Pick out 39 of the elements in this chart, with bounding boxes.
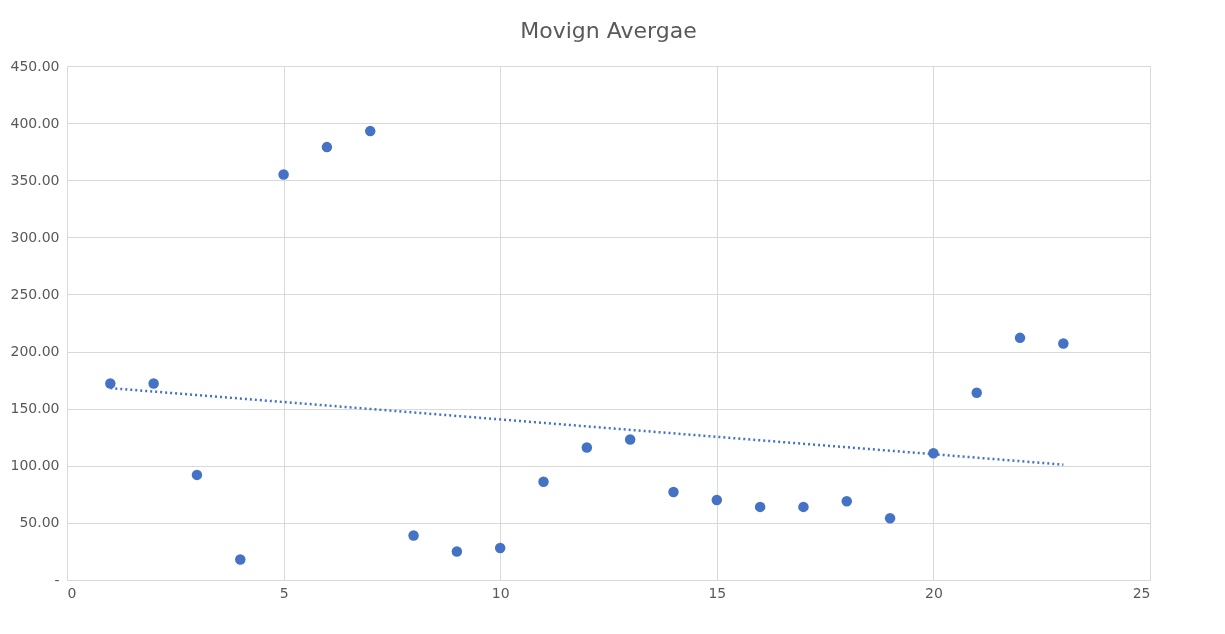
point bbox=[711, 494, 723, 506]
y-tick-label: 150.00 bbox=[10, 400, 60, 417]
point bbox=[841, 495, 852, 507]
y-tick-label: 50.00 bbox=[19, 514, 60, 531]
point bbox=[278, 169, 289, 180]
point bbox=[365, 125, 376, 137]
x-tick-label: 25 bbox=[1132, 584, 1151, 601]
point bbox=[884, 513, 896, 524]
x-tick-label: 5 bbox=[279, 584, 289, 601]
x-tick-label: 20 bbox=[924, 584, 943, 601]
y-tick-label: 350.00 bbox=[10, 171, 60, 188]
point bbox=[148, 378, 159, 389]
y-tick-label: 450.00 bbox=[10, 57, 60, 74]
point bbox=[971, 387, 982, 398]
point bbox=[451, 546, 463, 557]
point bbox=[624, 434, 636, 445]
point bbox=[581, 442, 593, 453]
point bbox=[321, 141, 333, 153]
point bbox=[798, 501, 809, 513]
y-tick-label: 400.00 bbox=[10, 114, 60, 131]
point bbox=[754, 501, 766, 513]
point bbox=[668, 486, 679, 498]
y-tick-label: 300.00 bbox=[10, 228, 60, 245]
x-tick-label: 10 bbox=[491, 584, 510, 601]
point bbox=[1058, 338, 1069, 349]
chart-title: Movign Avergae bbox=[520, 18, 697, 43]
point bbox=[105, 378, 116, 389]
point bbox=[235, 554, 246, 565]
point bbox=[494, 542, 506, 554]
point bbox=[191, 469, 203, 481]
x-tick-label: 15 bbox=[708, 584, 727, 601]
y-tick-label: 100.00 bbox=[10, 457, 60, 474]
point bbox=[408, 530, 419, 541]
y-tick-label: 200.00 bbox=[10, 343, 60, 360]
x-tick-label: 0 bbox=[67, 584, 77, 601]
y-tick-label: - bbox=[54, 571, 60, 588]
y-tick-label: 250.00 bbox=[10, 285, 60, 302]
point bbox=[1014, 332, 1026, 344]
point bbox=[538, 476, 549, 487]
